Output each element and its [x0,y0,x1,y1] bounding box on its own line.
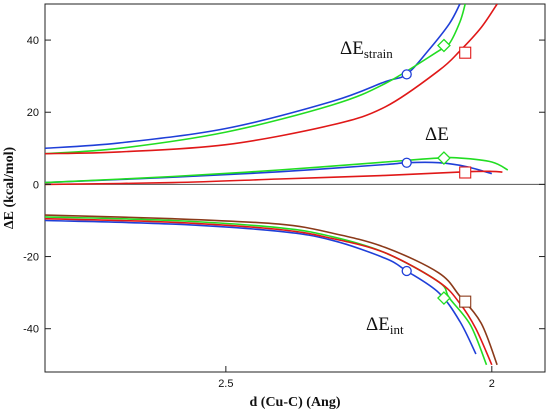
y-tick-label: 0 [33,179,39,191]
marker-diamond-green [437,38,451,53]
annotation-total: ΔE [425,124,449,145]
marker-circle-blue [401,157,412,168]
series-line-total-red [45,170,503,186]
annotation-strain-sub: strain [364,46,393,61]
annotation-total-base: ΔE [425,124,449,145]
x-axis: 2.5 2 [218,366,495,390]
x-axis-label: d (Cu-C) (Ang) [250,395,341,410]
annotation-strain: ΔEstrain [340,38,393,61]
series-line-strain-red [45,4,498,155]
series-line-int-blue [45,219,477,355]
y-axis: -40 -20 0 20 40 [23,35,545,336]
series-line-int-brown [45,214,498,366]
marker-circle-blue [401,265,412,277]
marker-square-red [459,166,472,179]
y-axis-label: ΔE (kcal/mol) [2,147,17,230]
marker-square-brown [459,295,472,308]
marker-diamond-green [437,151,451,165]
annotation-int-base: ΔE [366,314,390,335]
annotation-strain-base: ΔE [340,38,364,59]
plot-frame [44,3,546,373]
series-line-total-green [45,156,509,184]
marker-layer [401,38,472,308]
annotation-int-sub: int [390,322,404,337]
x-tick-label: 2.5 [218,378,233,390]
series-line-strain-blue [45,4,461,150]
annotation-int: ΔEint [366,314,404,337]
series-line-int-red [45,217,493,366]
x-tick-label: 2 [489,378,495,390]
plot-area [44,3,546,373]
series-line-strain-green [45,4,466,155]
series-layer [45,4,509,366]
marker-diamond-green [437,291,451,305]
marker-square-red [459,46,472,59]
y-tick-label: 20 [27,107,39,119]
y-tick-label: 40 [27,35,39,47]
marker-circle-blue [401,69,412,80]
y-tick-label: -40 [23,324,39,336]
y-tick-label: -20 [23,252,39,264]
